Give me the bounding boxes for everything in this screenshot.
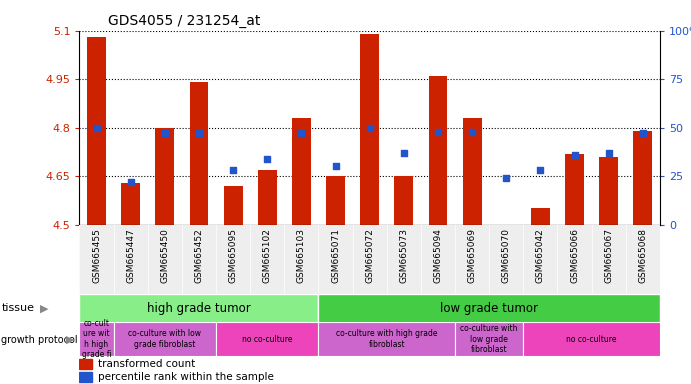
Bar [79, 294, 319, 323]
Text: GSM665452: GSM665452 [194, 228, 203, 283]
Bar [523, 322, 660, 356]
Text: percentile rank within the sample: percentile rank within the sample [98, 372, 274, 382]
Text: growth protocol: growth protocol [1, 335, 78, 345]
Bar [189, 83, 209, 225]
Point [569, 152, 580, 158]
Point [193, 131, 205, 137]
Bar [463, 118, 482, 225]
Point [330, 164, 341, 170]
Text: GSM665042: GSM665042 [536, 228, 545, 283]
Text: GSM665450: GSM665450 [160, 228, 169, 283]
Point [398, 150, 409, 156]
Text: GSM665067: GSM665067 [604, 228, 613, 283]
Bar [319, 322, 455, 356]
Bar [258, 170, 276, 225]
Text: GSM665102: GSM665102 [263, 228, 272, 283]
Point [364, 125, 375, 131]
Bar [79, 322, 113, 356]
Point [535, 167, 546, 174]
Bar [122, 183, 140, 225]
Text: ▶: ▶ [40, 303, 48, 313]
Text: high grade tumor: high grade tumor [147, 302, 251, 314]
Point [433, 129, 444, 135]
Bar [599, 157, 618, 225]
Text: tissue: tissue [1, 303, 35, 313]
Text: co-culture with high grade
fibroblast: co-culture with high grade fibroblast [336, 329, 437, 349]
Bar [224, 186, 243, 225]
Point [466, 129, 477, 135]
Text: low grade tumor: low grade tumor [440, 302, 538, 314]
Bar [360, 34, 379, 225]
Bar [455, 322, 523, 356]
Bar [531, 209, 550, 225]
Text: GSM665447: GSM665447 [126, 228, 135, 283]
Point [296, 131, 307, 137]
Text: GSM665071: GSM665071 [331, 228, 340, 283]
Point [125, 179, 136, 185]
Bar [292, 118, 311, 225]
Bar [79, 359, 92, 369]
Point [501, 175, 512, 181]
Bar [87, 37, 106, 225]
Point [603, 150, 614, 156]
Text: no co-culture: no co-culture [242, 334, 292, 344]
Point [227, 167, 238, 174]
Point [91, 125, 102, 131]
Text: GSM665072: GSM665072 [365, 228, 375, 283]
Text: GDS4055 / 231254_at: GDS4055 / 231254_at [108, 14, 261, 28]
Bar [395, 176, 413, 225]
Text: ▶: ▶ [66, 335, 74, 345]
Bar [79, 372, 92, 382]
Text: co-cult
ure wit
h high
grade fi: co-cult ure wit h high grade fi [82, 319, 111, 359]
Bar [113, 322, 216, 356]
Point [160, 131, 171, 137]
Text: GSM665068: GSM665068 [638, 228, 647, 283]
Bar [428, 76, 447, 225]
Point [262, 156, 273, 162]
Text: GSM665073: GSM665073 [399, 228, 408, 283]
Text: GSM665094: GSM665094 [433, 228, 442, 283]
Text: GSM665103: GSM665103 [297, 228, 306, 283]
Bar [216, 322, 319, 356]
Text: transformed count: transformed count [98, 359, 196, 369]
Text: GSM665070: GSM665070 [502, 228, 511, 283]
Point [637, 131, 648, 137]
Bar [565, 154, 584, 225]
Bar [326, 176, 345, 225]
Text: no co-culture: no co-culture [567, 334, 617, 344]
Text: co-culture with low
grade fibroblast: co-culture with low grade fibroblast [129, 329, 201, 349]
Text: GSM665455: GSM665455 [92, 228, 101, 283]
Text: GSM665069: GSM665069 [468, 228, 477, 283]
Bar [155, 128, 174, 225]
Text: co-culture with
low grade
fibroblast: co-culture with low grade fibroblast [460, 324, 518, 354]
Bar [634, 131, 652, 225]
Bar [319, 294, 660, 323]
Text: GSM665095: GSM665095 [229, 228, 238, 283]
Text: GSM665066: GSM665066 [570, 228, 579, 283]
